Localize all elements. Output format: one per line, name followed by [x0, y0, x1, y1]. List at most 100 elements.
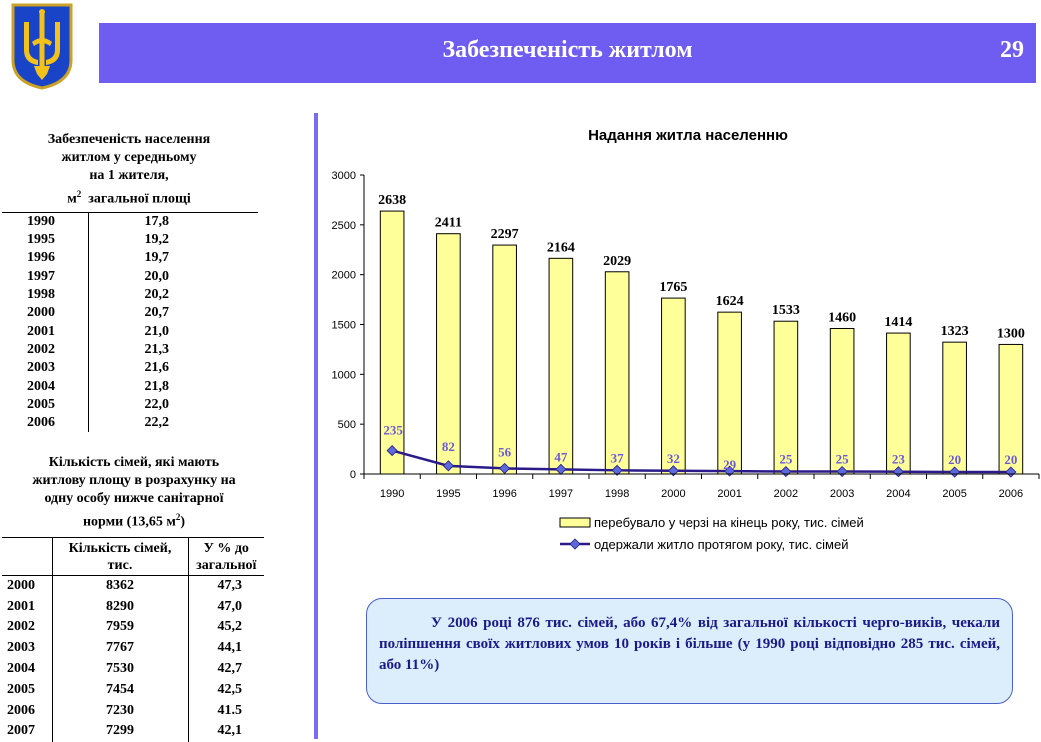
table2-percent: 47,3 [217, 578, 243, 594]
table2-families: 8362 [52, 575, 189, 597]
bar [604, 271, 630, 475]
table2-families: 7959 [52, 617, 189, 638]
line-data-label: 32 [667, 451, 680, 466]
table1-value: 21,0 [144, 323, 170, 339]
bar [661, 297, 686, 475]
bar [717, 311, 742, 475]
line-point [442, 460, 454, 472]
table-row: 2007 7299 42,1 [2, 721, 264, 742]
vertical-divider [314, 113, 318, 739]
table-row: 2005 7454 42,5 [2, 679, 264, 701]
table1-value: 17,8 [88, 212, 258, 231]
table2-header-year [2, 537, 53, 576]
y-tick-label: 2500 [332, 220, 356, 232]
bar-data-label: 1624 [716, 294, 744, 309]
table1-year: 2003 [2, 359, 89, 378]
table1-year: 1990 [2, 212, 89, 231]
table2-title-line: норми (13,65 м2) [0, 508, 268, 532]
bar-data-label: 1414 [884, 315, 912, 330]
table2-families: 7454 [52, 679, 189, 701]
table1-value: 19,2 [144, 232, 170, 248]
x-tick-label: 1998 [605, 488, 629, 500]
table2-year: 2000 [2, 575, 53, 597]
table2-percent: 42,1 [217, 723, 243, 739]
x-tick-label: 2002 [774, 488, 798, 500]
line-point [724, 465, 736, 477]
table1-year: 1998 [2, 285, 89, 305]
coat-of-arms-icon [11, 3, 73, 90]
table-row: 2002 21,3 [2, 340, 258, 360]
bar-data-label: 2029 [603, 254, 631, 269]
table1-value: 20,0 [144, 268, 170, 284]
table2-percent: 44,1 [217, 640, 243, 656]
bar-data-label: 1300 [997, 326, 1025, 341]
table2-percent: 42,7 [217, 661, 243, 677]
line-data-label: 20 [948, 452, 961, 467]
x-tick-label: 2004 [886, 488, 910, 500]
table1-year: 2006 [2, 413, 89, 433]
table-row: 2004 21,8 [2, 377, 258, 396]
bar-data-label: 2164 [547, 240, 575, 255]
table1-year: 2001 [2, 322, 89, 341]
line-data-label: 20 [1004, 452, 1017, 467]
x-tick-label: 2005 [942, 488, 966, 500]
table2-title-sup: 2 [175, 512, 181, 522]
callout-text: У 2006 році 876 тис. сімей, або 67,4% ві… [379, 615, 1000, 673]
bar-data-label: 1323 [941, 324, 969, 339]
legend-bar-swatch [559, 517, 591, 528]
x-tick-label: 2000 [661, 488, 685, 500]
table-row: 2002 7959 45,2 [2, 617, 264, 638]
page-title: Забезпеченість житлом [442, 37, 693, 63]
table-row: 2001 8290 47,0 [2, 596, 264, 618]
table-row: 1998 20,2 [2, 285, 258, 305]
table2-families: 7767 [52, 637, 189, 659]
housing-chart: Надання житла населенню 0 500 1000 1500 2000… [332, 127, 1040, 552]
table1-title-line: м2 загальної площі [0, 185, 258, 209]
table2-year: 2004 [2, 658, 53, 680]
table1-value: 21,3 [144, 341, 170, 357]
line-data-label: 23 [892, 452, 906, 467]
bar-data-label: 1460 [828, 310, 856, 325]
line-data-label: 29 [723, 457, 737, 472]
table1-value: 22,0 [144, 396, 170, 412]
table2-families: 7299 [52, 721, 189, 742]
table2-year: 2003 [2, 637, 53, 659]
bar-data-label: 2638 [378, 193, 406, 208]
line-data-label: 82 [442, 439, 455, 454]
table1-year: 1997 [2, 267, 89, 286]
legend-line-marker [569, 538, 581, 550]
line-series [391, 449, 1011, 474]
table-row: 2006 22,2 [2, 413, 258, 433]
table2: Кількість сімей, тис. У % до загальної 200… [2, 537, 264, 742]
table2-year: 2007 [2, 721, 53, 742]
table-row: 2000 20,7 [2, 304, 258, 323]
table1-value: 20,2 [144, 287, 170, 303]
x-tick-label: 2001 [717, 488, 741, 500]
header-text: загальної [196, 558, 257, 573]
header-bar: Забезпеченість житлом 29 [99, 23, 1036, 83]
table-row: 2005 22,0 [2, 395, 258, 414]
line-data-label: 47 [554, 449, 568, 464]
table2-percent: 45,2 [217, 619, 243, 635]
line-data-label: 235 [383, 423, 403, 438]
bar-data-label: 2297 [491, 227, 519, 242]
bar [492, 244, 517, 475]
y-tick-label: 2000 [332, 270, 356, 282]
line-point [892, 466, 904, 478]
x-tick-label: 1995 [436, 488, 460, 500]
y-tick-label: 1000 [332, 369, 356, 381]
table2-title-line: Кількість сімей, які мають [48, 455, 220, 470]
table2-year: 2005 [2, 679, 53, 701]
table1-title-line: Забезпеченість населення [47, 132, 211, 147]
line-data-label: 25 [779, 452, 793, 467]
table1-year: 1995 [2, 231, 89, 250]
y-tick-label: 1500 [332, 320, 356, 332]
header-text: Кількість сімей, [68, 541, 172, 556]
table2-families: 7230 [52, 700, 189, 722]
table-row: 2003 21,6 [2, 359, 258, 378]
x-tick-label: 2006 [999, 488, 1023, 500]
table-row: 2006 7230 41.5 [2, 700, 264, 722]
table1-value: 20,7 [144, 305, 170, 321]
header-text: У % до [203, 541, 249, 556]
table1-value: 21,6 [144, 360, 170, 376]
